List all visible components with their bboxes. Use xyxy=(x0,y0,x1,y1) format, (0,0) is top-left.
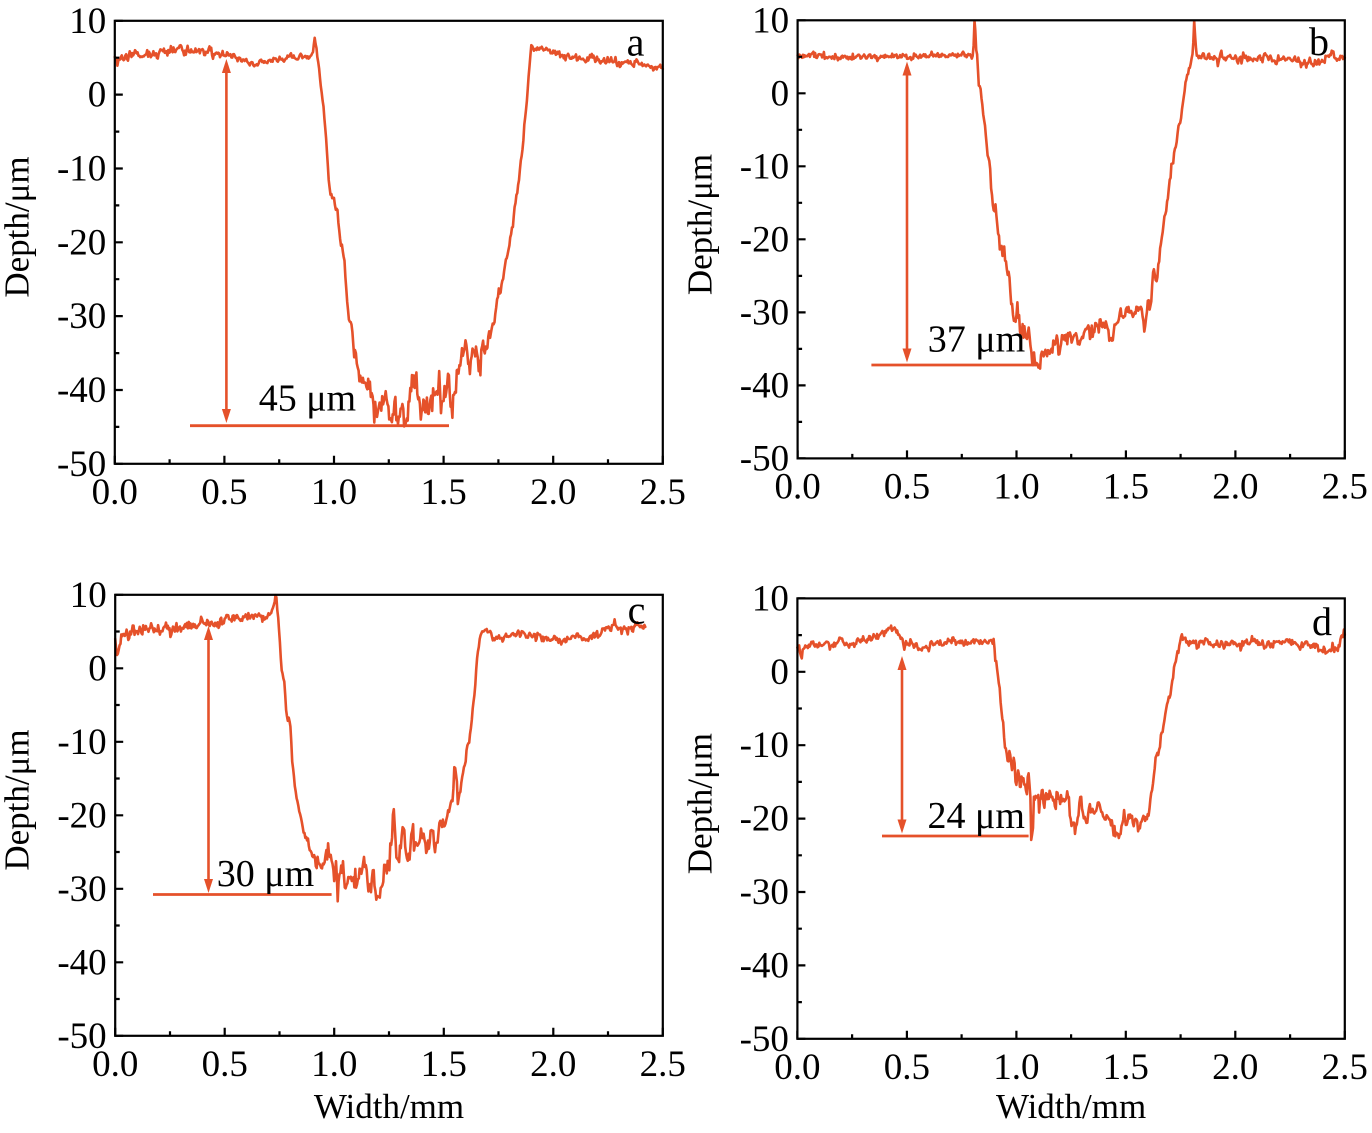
svg-text:1.0: 1.0 xyxy=(311,472,357,513)
svg-text:-40: -40 xyxy=(740,365,789,406)
svg-text:-40: -40 xyxy=(57,942,106,983)
svg-text:0: 0 xyxy=(770,652,789,693)
svg-text:0.0: 0.0 xyxy=(92,472,138,513)
svg-text:0.0: 0.0 xyxy=(774,466,820,507)
svg-text:Depth/μm: Depth/μm xyxy=(680,154,719,295)
svg-text:1.5: 1.5 xyxy=(1103,1047,1149,1088)
svg-text:-20: -20 xyxy=(740,799,789,840)
svg-text:2.5: 2.5 xyxy=(640,1044,686,1085)
svg-text:Depth/μm: Depth/μm xyxy=(680,733,719,874)
svg-text:-50: -50 xyxy=(57,1016,106,1057)
svg-text:0.5: 0.5 xyxy=(884,1047,930,1088)
svg-text:0: 0 xyxy=(771,73,790,114)
svg-text:Depth/μm: Depth/μm xyxy=(0,729,36,870)
svg-text:2.0: 2.0 xyxy=(530,472,576,513)
svg-text:Width/mm: Width/mm xyxy=(996,1087,1146,1126)
svg-text:37 μm: 37 μm xyxy=(928,319,1025,361)
svg-text:-30: -30 xyxy=(57,296,106,337)
svg-text:10: 10 xyxy=(69,1,106,42)
svg-text:0.5: 0.5 xyxy=(884,466,930,507)
svg-text:-30: -30 xyxy=(57,869,106,910)
svg-text:Depth/μm: Depth/μm xyxy=(0,156,36,297)
svg-text:-40: -40 xyxy=(57,370,106,411)
svg-text:0.0: 0.0 xyxy=(92,1044,138,1085)
svg-text:2.0: 2.0 xyxy=(1212,1047,1258,1088)
svg-text:10: 10 xyxy=(70,575,107,616)
svg-text:45 μm: 45 μm xyxy=(259,378,356,420)
svg-text:-30: -30 xyxy=(740,292,789,333)
svg-text:0.5: 0.5 xyxy=(202,1044,248,1085)
svg-text:a: a xyxy=(627,20,645,65)
svg-text:0.0: 0.0 xyxy=(774,1047,820,1088)
svg-text:-20: -20 xyxy=(57,795,106,836)
svg-text:1.0: 1.0 xyxy=(993,466,1039,507)
svg-text:2.5: 2.5 xyxy=(1322,1047,1368,1088)
svg-text:2.0: 2.0 xyxy=(1212,466,1258,507)
svg-text:-10: -10 xyxy=(57,722,106,763)
svg-text:-50: -50 xyxy=(57,444,106,485)
svg-text:-10: -10 xyxy=(57,149,106,190)
svg-text:10: 10 xyxy=(752,0,789,41)
svg-text:0.5: 0.5 xyxy=(201,472,247,513)
svg-text:d: d xyxy=(1312,599,1332,644)
svg-text:-20: -20 xyxy=(740,219,789,260)
svg-text:2.5: 2.5 xyxy=(1322,466,1368,507)
svg-text:-10: -10 xyxy=(740,725,789,766)
svg-text:10: 10 xyxy=(752,578,789,619)
svg-text:1.5: 1.5 xyxy=(420,472,466,513)
svg-text:c: c xyxy=(628,588,646,633)
svg-text:b: b xyxy=(1309,19,1329,64)
svg-text:Width/mm: Width/mm xyxy=(314,1087,464,1126)
svg-text:1.5: 1.5 xyxy=(421,1044,467,1085)
svg-text:1.0: 1.0 xyxy=(311,1044,357,1085)
svg-text:-20: -20 xyxy=(57,222,106,263)
svg-text:0: 0 xyxy=(88,75,107,116)
svg-text:1.5: 1.5 xyxy=(1103,466,1149,507)
svg-text:-30: -30 xyxy=(740,872,789,913)
svg-text:-10: -10 xyxy=(740,146,789,187)
svg-text:1.0: 1.0 xyxy=(993,1047,1039,1088)
svg-text:-50: -50 xyxy=(740,438,789,479)
svg-text:24 μm: 24 μm xyxy=(928,795,1025,837)
svg-text:-40: -40 xyxy=(740,945,789,986)
svg-text:30 μm: 30 μm xyxy=(217,853,314,895)
svg-text:2.0: 2.0 xyxy=(530,1044,576,1085)
svg-text:-50: -50 xyxy=(740,1019,789,1060)
svg-text:2.5: 2.5 xyxy=(640,472,686,513)
svg-text:0: 0 xyxy=(88,648,107,689)
